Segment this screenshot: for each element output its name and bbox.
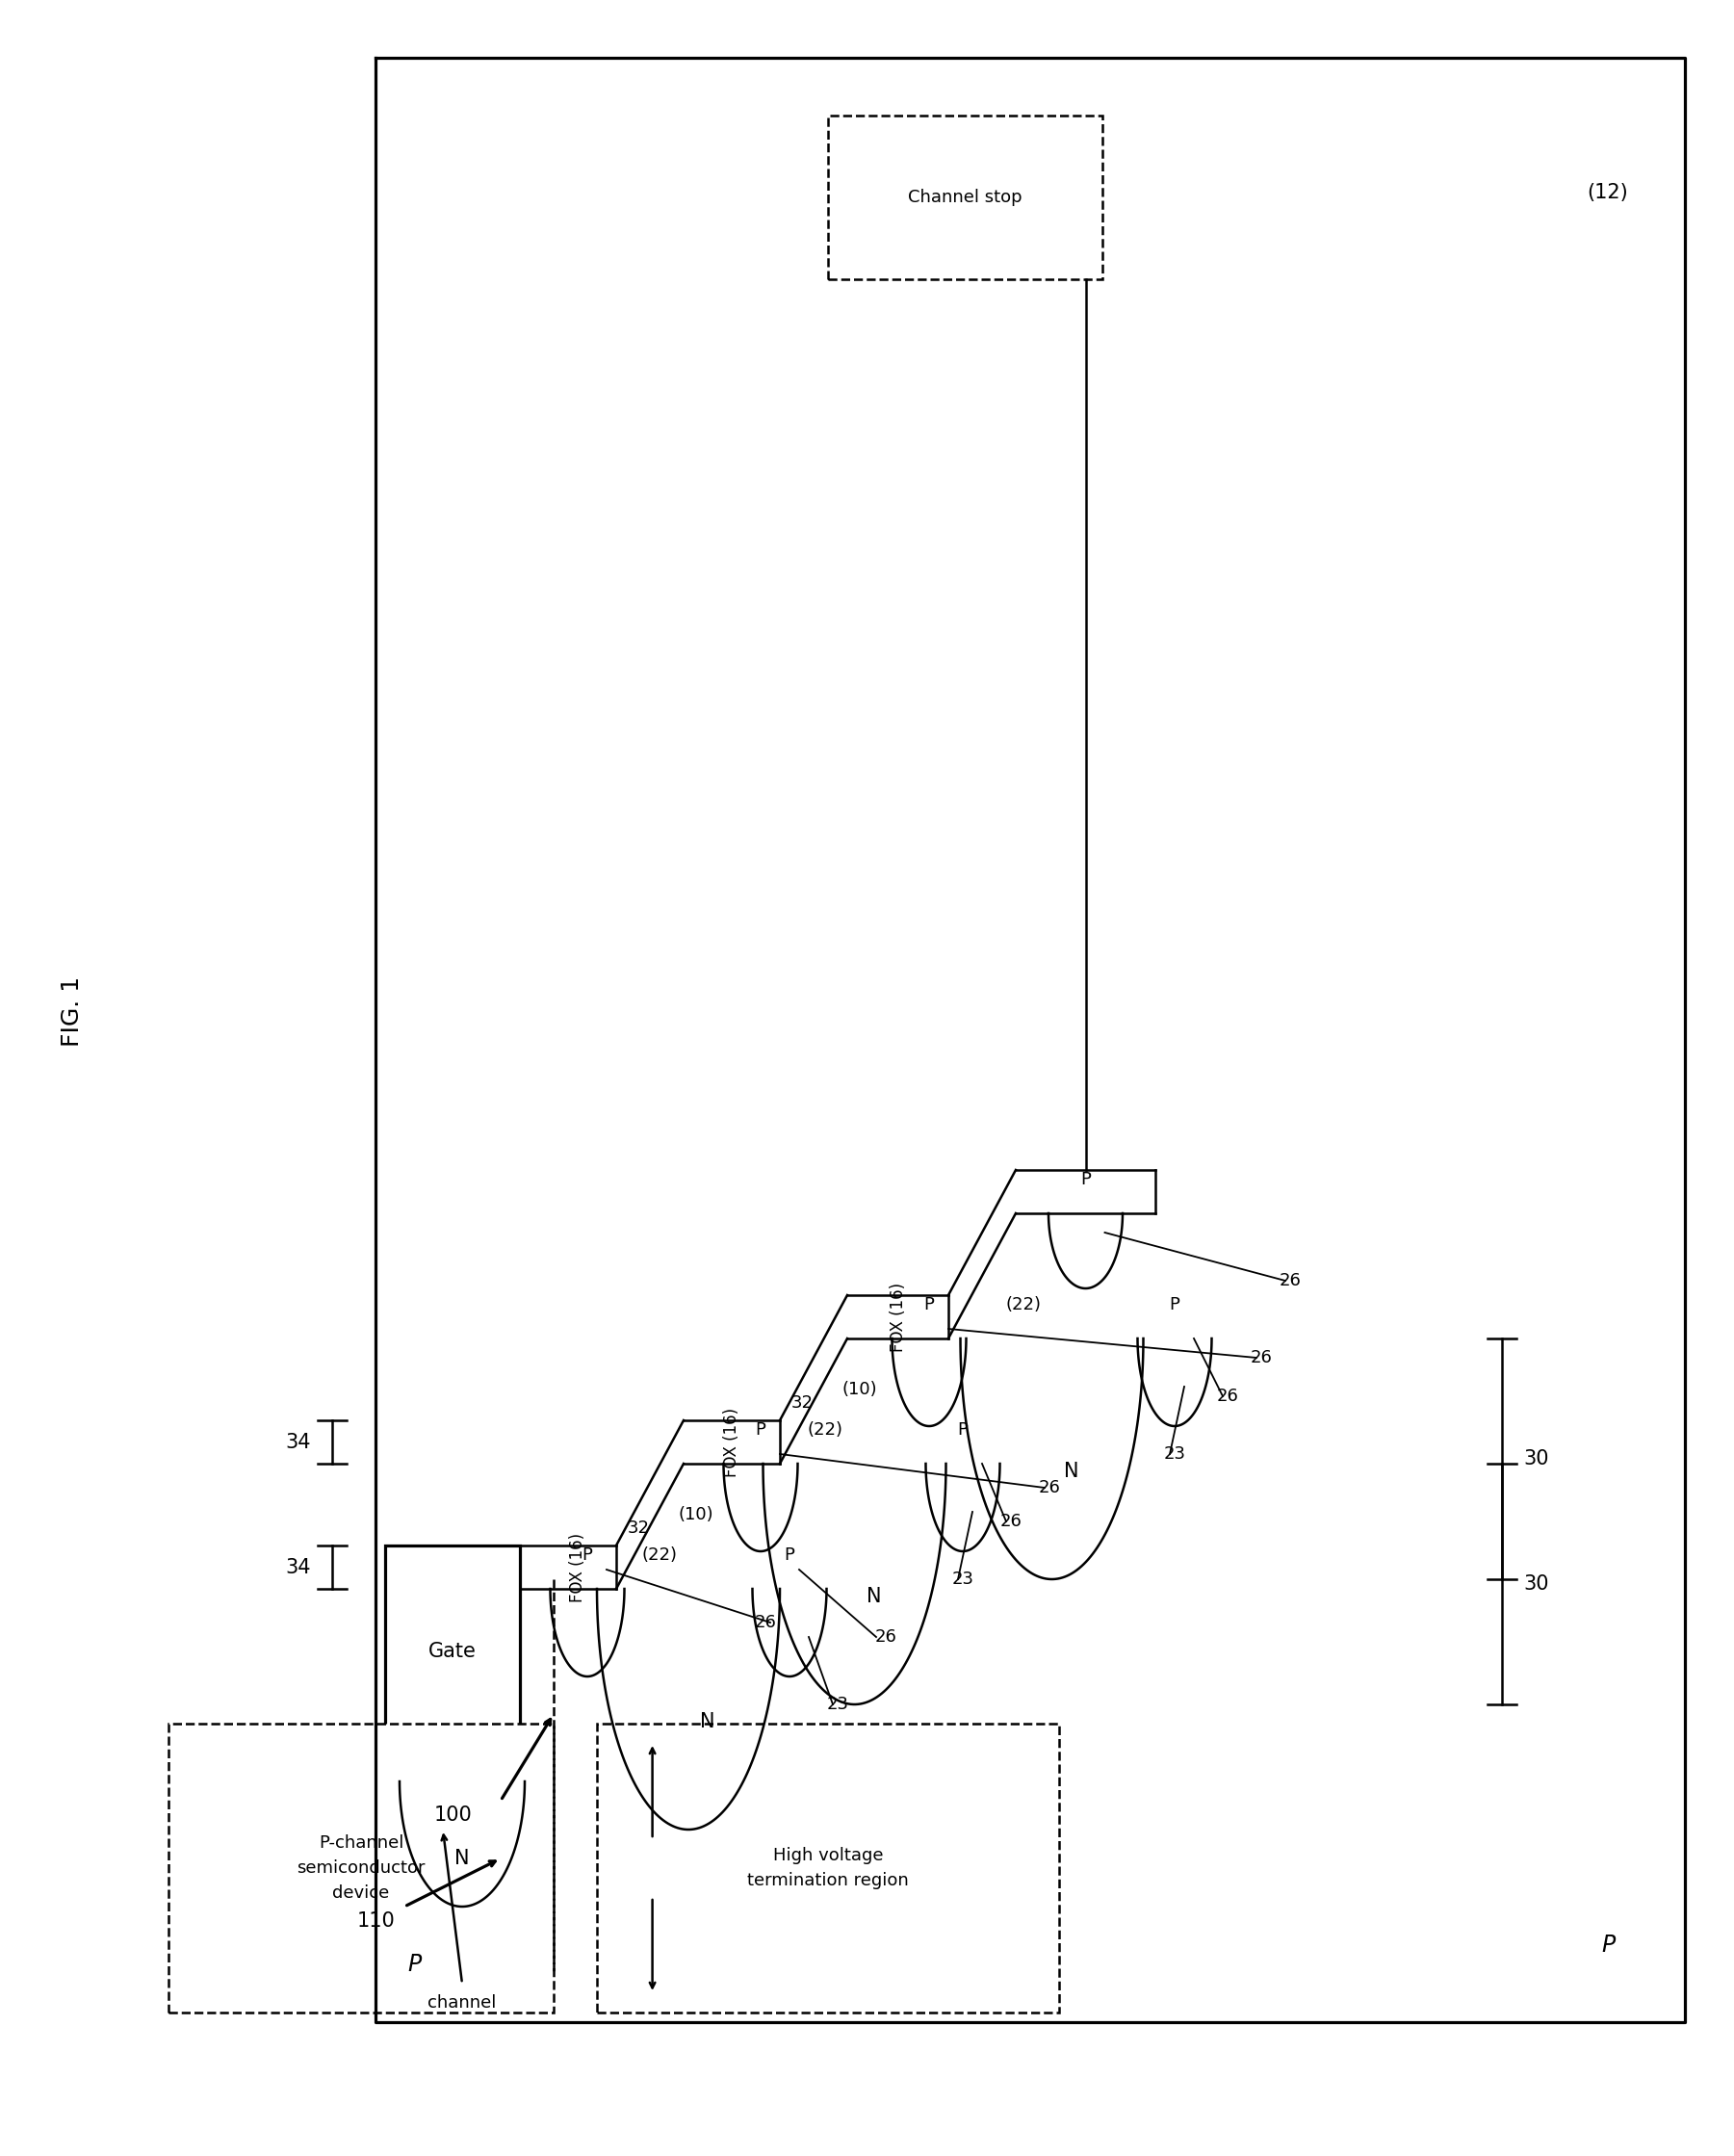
Text: P: P xyxy=(1080,1171,1091,1188)
Text: P: P xyxy=(784,1546,794,1563)
Text: FOX (16): FOX (16) xyxy=(569,1533,586,1602)
Text: FOX (16): FOX (16) xyxy=(890,1283,907,1352)
Text: 34: 34 xyxy=(286,1557,310,1576)
Text: 32: 32 xyxy=(791,1395,813,1412)
Text: 34: 34 xyxy=(286,1432,310,1451)
Text: (12): (12) xyxy=(1587,183,1628,203)
Text: Channel stop: Channel stop xyxy=(909,190,1023,207)
Text: P: P xyxy=(924,1296,935,1313)
Text: P-channel
semiconductor
device: P-channel semiconductor device xyxy=(297,1835,425,1902)
Bar xyxy=(168,1723,553,2012)
Text: FIG. 1: FIG. 1 xyxy=(61,977,83,1046)
Text: 26: 26 xyxy=(874,1628,896,1645)
Text: N: N xyxy=(701,1712,714,1731)
Text: channel: channel xyxy=(428,1994,496,2012)
Text: P: P xyxy=(756,1421,766,1438)
Text: 26: 26 xyxy=(1001,1514,1021,1531)
Text: (22): (22) xyxy=(642,1546,678,1563)
Text: 23: 23 xyxy=(827,1697,848,1714)
Text: 110: 110 xyxy=(357,1912,395,1930)
Text: (22): (22) xyxy=(1006,1296,1040,1313)
Text: (10): (10) xyxy=(678,1505,714,1522)
Text: High voltage
termination region: High voltage termination region xyxy=(747,1848,909,1889)
Text: N: N xyxy=(867,1587,881,1606)
Text: P: P xyxy=(1169,1296,1179,1313)
Text: 26: 26 xyxy=(1250,1350,1273,1367)
Text: 32: 32 xyxy=(628,1520,650,1537)
Text: (22): (22) xyxy=(808,1421,843,1438)
Text: 23: 23 xyxy=(952,1570,975,1587)
Text: 23: 23 xyxy=(1164,1445,1186,1462)
Text: 26: 26 xyxy=(754,1615,777,1632)
Text: (10): (10) xyxy=(843,1380,877,1397)
Text: 26: 26 xyxy=(1280,1272,1300,1289)
Text: N: N xyxy=(454,1850,470,1867)
Text: N: N xyxy=(1063,1462,1079,1481)
Bar xyxy=(385,1546,520,1781)
Bar xyxy=(829,116,1103,280)
Text: Gate: Gate xyxy=(428,1643,477,1662)
Text: FOX (16): FOX (16) xyxy=(723,1408,740,1477)
Text: 26: 26 xyxy=(1217,1388,1238,1406)
Text: P: P xyxy=(957,1421,968,1438)
Text: P: P xyxy=(583,1546,593,1563)
Text: 30: 30 xyxy=(1522,1449,1548,1468)
Text: P: P xyxy=(407,1953,421,1975)
Bar xyxy=(596,1723,1059,2012)
Text: 30: 30 xyxy=(1522,1574,1548,1593)
Text: 100: 100 xyxy=(434,1805,472,1824)
Text: P: P xyxy=(1600,1934,1614,1958)
Text: 26: 26 xyxy=(1039,1479,1061,1496)
